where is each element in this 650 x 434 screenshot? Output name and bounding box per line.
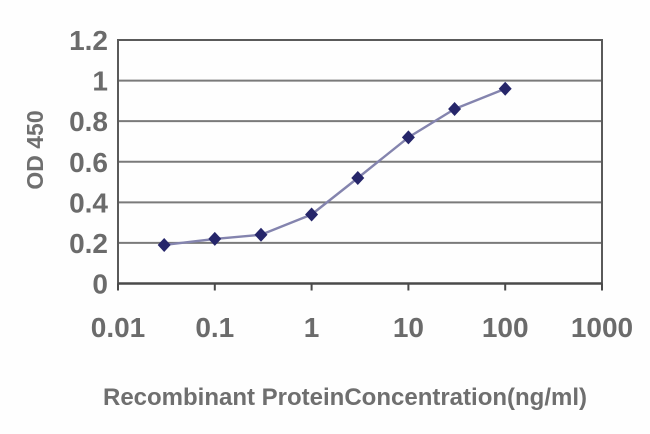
- x-tick-label: 1000: [571, 312, 633, 343]
- y-tick-label: 0.2: [69, 228, 108, 259]
- y-tick-label: 0.4: [69, 187, 108, 218]
- diamond-marker: [305, 207, 319, 222]
- x-tick-label: 0.01: [91, 312, 146, 343]
- gridlines: [118, 39, 602, 244]
- y-axis-title: OD 450: [22, 110, 48, 189]
- y-tick-label: 1: [92, 66, 108, 97]
- x-tick-label: 100: [482, 312, 529, 343]
- diamond-marker: [401, 130, 415, 145]
- y-tick-label: 1.2: [69, 25, 108, 56]
- y-tick-label: 0.8: [69, 106, 108, 137]
- x-tick-label: 0.1: [195, 312, 234, 343]
- diamond-marker: [351, 170, 365, 185]
- diamond-marker: [157, 237, 171, 252]
- x-tick-label: 10: [393, 312, 424, 343]
- diamond-marker: [254, 227, 268, 242]
- x-axis-title: Recombinant ProteinConcentration(ng/ml): [103, 384, 587, 411]
- plot-border: [117, 39, 603, 285]
- y-tick-label: 0: [92, 269, 108, 300]
- y-tick-label: 0.6: [69, 147, 108, 178]
- diamond-marker: [208, 231, 222, 246]
- x-tick-label: 1: [304, 312, 320, 343]
- diamond-marker: [448, 101, 462, 116]
- series-line: [164, 87, 506, 247]
- y-axis-tick-labels: 0 0.2 0.4 0.6 0.8 1 1.2: [69, 25, 108, 300]
- diamond-marker: [498, 81, 512, 96]
- x-axis-ticks: [117, 283, 603, 291]
- data-point-markers: [157, 81, 512, 252]
- x-axis-tick-labels: 0.01 0.1 1 10 100 1000: [91, 312, 633, 343]
